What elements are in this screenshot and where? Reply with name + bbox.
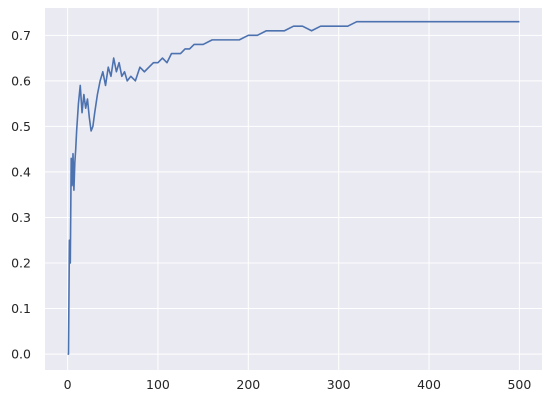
y-tick-label: 0.1 [11,301,31,316]
y-tick-label: 0.0 [11,347,31,362]
x-tick-label: 400 [417,377,441,392]
x-tick-label: 100 [146,377,170,392]
y-tick-labels: 0.0 0.1 0.2 0.3 0.4 0.5 0.6 0.7 [11,28,31,362]
x-tick-label: 200 [236,377,260,392]
x-tick-labels: 0 100 200 300 400 500 [64,377,532,392]
y-tick-label: 0.3 [11,210,31,225]
x-tick-label: 300 [327,377,351,392]
series-line [67,20,520,355]
y-tick-label: 0.4 [11,164,31,179]
grid-lines [45,8,542,370]
plot-area [45,8,542,370]
y-tick-label: 0.2 [11,255,31,270]
y-tick-label: 0.6 [11,73,31,88]
series-group [67,20,520,355]
y-tick-label: 0.7 [11,28,31,43]
x-tick-label: 0 [64,377,72,392]
y-tick-label: 0.5 [11,119,31,134]
x-tick-label: 500 [507,377,531,392]
